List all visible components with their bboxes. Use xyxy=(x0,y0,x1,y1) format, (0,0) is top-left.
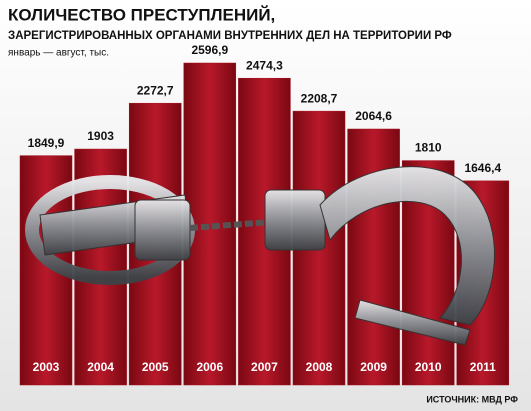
x-tick-label: 2004 xyxy=(87,360,114,374)
source: ИСТОЧНИК: МВД РФ xyxy=(426,394,518,404)
x-tick-label: 2007 xyxy=(251,360,278,374)
value-label: 2474,3 xyxy=(246,58,283,72)
value-label: 2208,7 xyxy=(301,91,338,105)
value-label: 2596,9 xyxy=(191,43,228,57)
value-label: 1810 xyxy=(415,141,442,155)
value-label: 1646,4 xyxy=(464,161,501,175)
value-label: 2064,6 xyxy=(355,109,392,123)
handcuffs-illustration xyxy=(25,166,495,346)
chart-note: январь — август, тыс. xyxy=(8,48,109,59)
x-tick-label: 2011 xyxy=(470,360,496,374)
value-label: 1849,9 xyxy=(28,136,65,150)
value-label: 1903 xyxy=(87,129,114,143)
x-tick-label: 2010 xyxy=(415,360,442,374)
x-tick-label: 2003 xyxy=(33,360,60,374)
x-tick-label: 2008 xyxy=(306,360,333,374)
chart-title: КОЛИЧЕСТВО ПРЕСТУПЛЕНИЙ, xyxy=(8,5,275,24)
x-tick-label: 2005 xyxy=(142,360,169,374)
x-tick-label: 2009 xyxy=(360,360,387,374)
chart-subtitle: ЗАРЕГИСТРИРОВАННЫХ ОРГАНАМИ ВНУТРЕННИХ Д… xyxy=(8,30,452,42)
bar xyxy=(347,128,400,386)
x-tick-label: 2006 xyxy=(196,360,223,374)
value-label: 2272,7 xyxy=(137,83,174,97)
labels: 1849,9 2003 1903 2004 2272,7 2005 2596,9 2006 24… xyxy=(28,43,502,374)
